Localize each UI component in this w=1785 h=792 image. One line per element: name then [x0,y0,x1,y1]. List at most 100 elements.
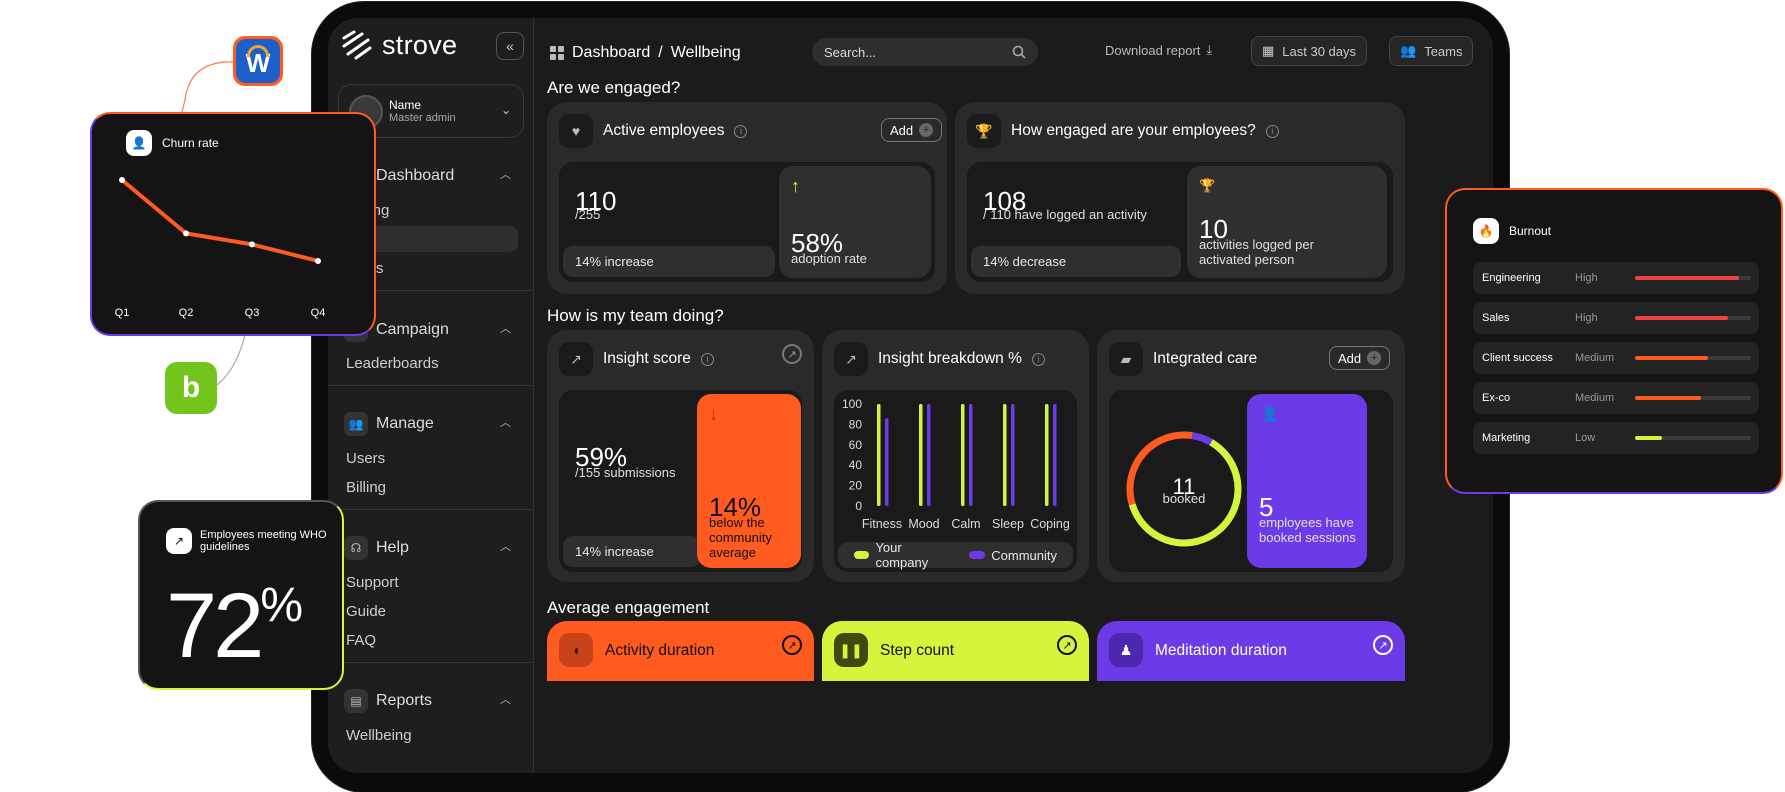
nav-section-reports[interactable]: ▤ Reports [344,689,432,713]
open-arrow-icon[interactable]: ↗ [1373,635,1393,655]
chevron-up-icon[interactable]: ︿ [500,417,511,429]
teams-button[interactable]: 👥 Teams [1389,36,1474,66]
burnout-bar-track [1635,276,1751,280]
search-placeholder: Search... [824,44,877,60]
nav-section-label: Dashboard [376,167,455,184]
workday-logo-icon[interactable]: W [233,36,283,86]
users-group-icon: 👥 [344,412,368,436]
bar-your-company [1003,404,1007,506]
sidebar-item-reports-wellbeing[interactable]: Wellbeing [346,727,412,744]
sidebar-item-users[interactable]: Users [346,450,386,467]
user-name: Name [389,98,422,112]
info-icon[interactable]: i [700,352,714,366]
nav-section-help[interactable]: ☊ Help [344,536,409,560]
x-tick-label: Q3 [245,307,260,319]
nav-section-label: Reports [376,692,433,709]
download-report-link[interactable]: Download report ⤓ [1105,42,1212,58]
widget-title: Burnout [1509,224,1552,238]
meditation-icon: ♟ [1109,633,1143,667]
burnout-widget: 🔥 Burnout Engineering High Sales High Client… [1445,188,1783,494]
brand-logo[interactable]: strove [340,28,457,62]
card-header: ↗ Insight score i [559,342,714,376]
grid-icon [550,46,564,60]
date-range-button[interactable]: ▦ Last 30 days [1251,36,1368,66]
chevron-up-icon[interactable]: ︿ [500,541,511,553]
churn-point [119,177,125,183]
widget-header: 🔥 Burnout [1473,218,1551,244]
open-arrow-icon[interactable]: ↗ [782,635,802,655]
card-header: ↗ Insight breakdown % i [834,342,1045,376]
bamboohr-logo-icon[interactable]: b [165,362,217,414]
activity-duration-card[interactable]: ◖ Activity duration ↗ [547,621,814,681]
churn-rate-widget: 👤 Churn rate Q1 Q2 Q3 Q4 [90,112,376,336]
card-title: Insight score [603,350,691,367]
burnout-row: Engineering High [1473,262,1759,294]
y-tick-label: 40 [849,458,863,472]
sidebar-item-billing[interactable]: Billing [346,479,387,496]
sidebar-item-support[interactable]: Support [346,574,399,591]
bar-community [1011,404,1015,506]
insight-submissions: /155 submissions [575,465,676,480]
x-tick-label: Q4 [311,307,326,319]
sidebar-item-faq[interactable]: FAQ [346,632,377,649]
user-role: Master admin [389,112,456,124]
strove-logo-icon [342,30,372,60]
burnout-row: Sales High [1473,302,1759,334]
bar-community [885,418,889,506]
search-input[interactable]: Search... [812,38,1038,66]
nav-section-manage[interactable]: 👥 Manage [344,412,434,436]
x-tick-label: Sleep [992,517,1024,531]
card-title: How engaged are your employees? [1011,122,1256,139]
y-tick-label: 80 [849,417,863,431]
booked-donut-chart [1126,431,1242,547]
burnout-bar-track [1635,316,1751,320]
chevron-up-icon[interactable]: ︿ [500,694,511,706]
burnout-bar-fill [1635,356,1709,360]
activity-icon: ◖ [559,633,593,667]
info-icon[interactable]: i [1265,124,1279,138]
insight-breakdown-card: ↗ Insight breakdown % i 100 80 60 40 20 0 Fitn… [822,330,1089,582]
bar-community [927,404,931,506]
section-title-team: How is my team doing? [547,306,724,325]
add-employees-button[interactable]: Add + [881,118,943,142]
add-care-button[interactable]: Add + [1329,346,1391,370]
breadcrumb-dashboard[interactable]: Dashboard [572,44,651,61]
active-count: 110 [575,186,617,216]
sidebar-item-guide[interactable]: Guide [346,603,387,620]
info-icon[interactable]: i [734,124,748,138]
chevron-up-icon[interactable]: ︿ [500,323,511,335]
open-arrow-icon[interactable]: ↗ [782,344,802,364]
burnout-bar-fill [1635,276,1740,280]
report-icon: ▤ [344,689,368,713]
step-count-card[interactable]: ❚❚ Step count ↗ [822,621,1089,681]
card-header: 🏆 How engaged are your employees? i [967,114,1279,148]
card-title: Integrated care [1153,350,1258,367]
double-chevron-left-icon: « [506,38,514,54]
divider [328,385,534,386]
burnout-bar-track [1635,436,1751,440]
meditation-duration-card[interactable]: ♟ Meditation duration ↗ [1097,621,1405,681]
divider [328,290,534,291]
legend-item: Your company [854,540,955,570]
collapse-sidebar-button[interactable]: « [496,32,524,60]
arrow-up-icon: ↑ [791,176,800,196]
donut-segment-1 [1126,431,1242,547]
sidebar-item-leaderboards[interactable]: Leaderboards [346,355,439,372]
adoption-panel [779,166,931,278]
burnout-level: Medium [1575,392,1615,404]
y-tick-label: 20 [849,479,863,493]
burnout-row: Client success Medium [1473,342,1759,374]
chevron-up-icon[interactable]: ︿ [500,169,511,181]
legend-label: Community [991,547,1057,563]
x-tick-label: Coping [1030,517,1070,531]
open-arrow-icon[interactable]: ↗ [1057,635,1077,655]
activities-value: 10 [1199,214,1228,244]
download-icon: ⤓ [1206,42,1213,57]
engagement-card: 🏆 How engaged are your employees? i 108 … [955,102,1405,294]
heart-icon: ♥ [559,114,593,148]
who-value: 72% [166,574,303,679]
engaged-count-label: / 110 have logged an activity [983,207,1147,222]
info-icon[interactable]: i [1031,352,1045,366]
nav-section-label: Help [376,539,409,556]
